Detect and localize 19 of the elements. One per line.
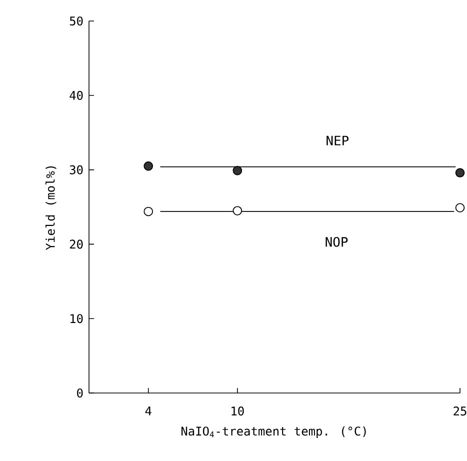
x-tick-label: 25 — [454, 406, 466, 416]
point — [455, 203, 465, 212]
y-tick-label: 0 — [77, 388, 83, 398]
y-tick-label: 10 — [70, 314, 83, 324]
y-tick-label: 20 — [70, 240, 83, 249]
x-tick-label: 4 — [145, 406, 152, 416]
point — [232, 166, 242, 176]
y-tick-label: 40 — [70, 90, 83, 100]
point — [144, 161, 154, 171]
x-axis-title: NaIO$_{4}$-treatment temp. (°C) — [181, 426, 366, 438]
y-axis-title: Yield (mol%) — [46, 166, 56, 250]
y-tick-label: 30 — [70, 165, 83, 174]
x-tick-label: 10 — [232, 406, 244, 416]
point — [455, 168, 465, 178]
point — [144, 206, 154, 216]
y-tick-label: 50 — [70, 16, 83, 26]
series-label: NOP — [326, 236, 348, 247]
point — [232, 206, 242, 216]
series-label: NEP — [326, 136, 349, 146]
